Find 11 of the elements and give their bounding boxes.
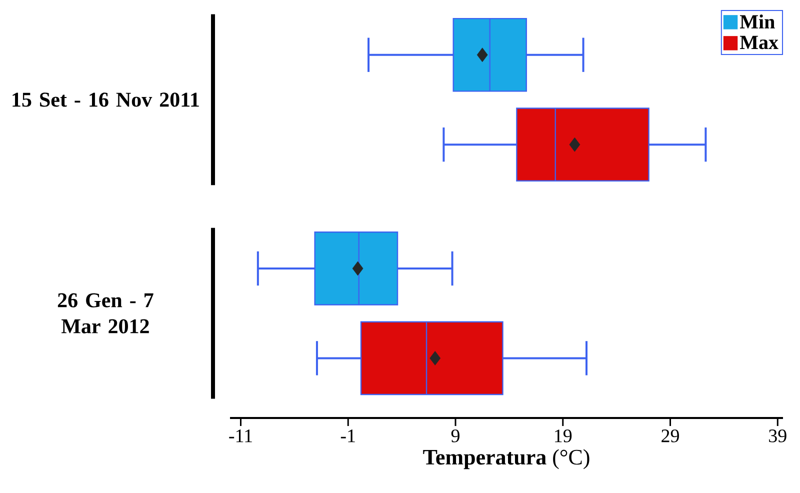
x-tick-label: -11 bbox=[229, 430, 252, 442]
x-tick-label: 9 bbox=[451, 430, 460, 442]
legend-label: Min bbox=[740, 14, 775, 28]
y-tick-label: 26 Gen - 7 Mar 2012 bbox=[58, 293, 154, 334]
x-tick-label: -1 bbox=[340, 430, 355, 442]
x-axis-title: Temperatura (°C) bbox=[423, 449, 590, 470]
legend-label: Max bbox=[740, 36, 778, 50]
x-tick-label: 29 bbox=[662, 430, 679, 442]
x-tick-label: 19 bbox=[555, 430, 572, 442]
x-tick-label: 39 bbox=[769, 430, 786, 442]
y-tick-label: 15 Set - 16 Nov 2011 bbox=[12, 92, 199, 107]
